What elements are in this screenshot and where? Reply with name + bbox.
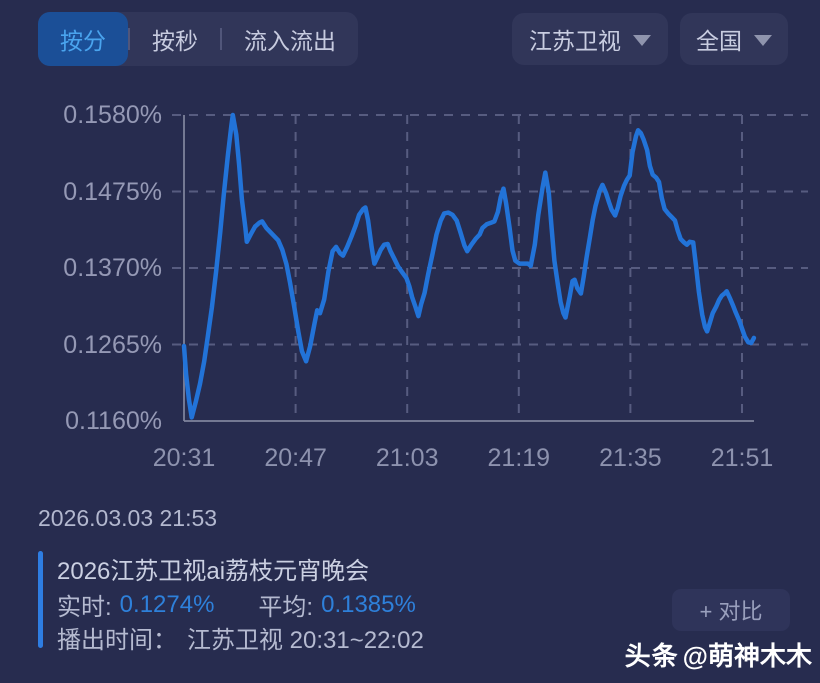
y-tick-label: 0.1160%: [65, 407, 162, 435]
realtime-value: 0.1274%: [119, 590, 215, 618]
x-tick-label: 20:31: [152, 444, 216, 472]
broadcast-label: 播出时间：: [57, 627, 177, 654]
tab-inflow-outflow[interactable]: 流入流出: [244, 28, 336, 54]
watermark-badge: 头条: [624, 641, 679, 671]
tab-divider: [128, 28, 130, 50]
average-value: 0.1385%: [321, 590, 416, 618]
x-axis-labels: 20:31 20:47 21:03 21:19 21:35 21:51: [0, 444, 820, 478]
y-tick-label: 0.1370%: [63, 254, 162, 282]
chevron-down-icon: [633, 35, 651, 46]
y-tick-label: 0.1475%: [63, 177, 162, 206]
tab-by-minute[interactable]: 按分: [38, 12, 128, 66]
watermark: 头条 @萌神木木: [625, 636, 812, 673]
broadcast-time: 播出时间： 江苏卫视 20:31~22:02: [57, 620, 424, 655]
y-tick-label: 0.1580%: [63, 101, 162, 129]
broadcast-value: 江苏卫视 20:31~22:02: [187, 627, 424, 654]
program-title: 2026江苏卫视ai荔枝元宵晚会: [57, 558, 370, 585]
channel-dropdown[interactable]: 江苏卫视: [512, 13, 668, 65]
region-dropdown-label: 全国: [696, 28, 742, 54]
current-timestamp: 2026.03.03 21:53: [38, 505, 218, 531]
chevron-down-icon: [754, 35, 772, 46]
watermark-handle: @萌神木木: [682, 641, 812, 671]
x-tick-label: 20:47: [264, 444, 327, 472]
x-tick-label: 21:03: [375, 444, 439, 472]
tab-by-second[interactable]: 按秒: [152, 28, 198, 54]
realtime-label: 实时:: [57, 594, 112, 621]
program-accent-bar: [38, 551, 43, 648]
ratings-chart: 0.1580% 0.1475% 0.1370% 0.1265% 0.1160% 20:3…: [0, 0, 820, 480]
y-tick-label: 0.1265%: [63, 330, 162, 359]
compare-button[interactable]: + 对比: [672, 589, 790, 631]
ratings-line: [181, 112, 757, 420]
average-label: 平均:: [258, 594, 314, 621]
x-tick-label: 21:51: [710, 444, 774, 472]
x-tick-label: 21:35: [599, 444, 662, 472]
channel-dropdown-label: 江苏卫视: [529, 28, 621, 54]
y-axis-labels: 0.1580% 0.1475% 0.1370% 0.1265% 0.1160%: [12, 0, 162, 480]
program-stats: 实时: 0.1274% 平均: 0.1385%: [57, 587, 416, 622]
tab-divider: [220, 28, 222, 50]
chart-svg[interactable]: [0, 0, 820, 480]
tab-group: 按分 按秒 流入流出: [38, 12, 358, 66]
x-tick-label: 21:19: [487, 444, 551, 472]
region-dropdown[interactable]: 全国: [680, 13, 788, 65]
